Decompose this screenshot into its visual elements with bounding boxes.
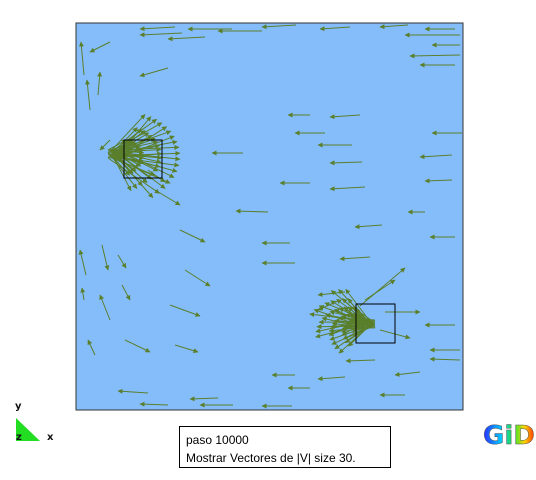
velocity-vector bbox=[424, 178, 453, 184]
velocity-vector bbox=[89, 41, 111, 53]
info-box: paso 10000 Mostrar Vectores de |V| size … bbox=[179, 426, 391, 468]
velocity-vector bbox=[317, 299, 341, 311]
velocity-vector bbox=[109, 153, 130, 176]
velocity-vector bbox=[84, 79, 91, 111]
velocity-vector bbox=[111, 155, 125, 163]
info-step-label: paso 10000 bbox=[186, 433, 249, 447]
velocity-vector bbox=[111, 130, 172, 153]
velocity-vector bbox=[179, 229, 206, 243]
velocity-vector bbox=[379, 24, 409, 30]
velocity-vector bbox=[97, 71, 103, 96]
velocity-vector bbox=[78, 41, 85, 76]
velocity-vector bbox=[139, 67, 169, 78]
info-vector-label: Mostrar Vectores de |V| size 30. bbox=[186, 451, 356, 465]
velocity-vector bbox=[117, 149, 175, 178]
source-region-left bbox=[123, 139, 163, 179]
velocity-vector bbox=[87, 339, 96, 356]
velocity-vector bbox=[184, 269, 211, 287]
velocity-vector bbox=[109, 141, 138, 151]
velocity-vector bbox=[319, 26, 351, 32]
velocity-vector bbox=[329, 114, 361, 120]
velocity-vector bbox=[139, 26, 176, 32]
velocity-vector bbox=[345, 358, 376, 364]
velocity-vector bbox=[139, 401, 169, 407]
velocity-vector bbox=[113, 122, 163, 151]
velocity-vector bbox=[235, 208, 269, 214]
flow-domain bbox=[75, 22, 464, 411]
velocity-vector bbox=[329, 160, 363, 166]
velocity-vector bbox=[124, 339, 151, 353]
velocity-vector bbox=[115, 144, 180, 151]
velocity-vector bbox=[113, 157, 132, 192]
velocity-vector bbox=[356, 307, 366, 327]
velocity-vector bbox=[113, 149, 142, 167]
axis-label-y: y bbox=[15, 401, 22, 412]
gid-logo-icon: GiD bbox=[483, 421, 535, 452]
velocity-vector bbox=[189, 396, 219, 402]
velocity-vector bbox=[364, 279, 396, 301]
velocity-vector bbox=[317, 291, 346, 297]
velocity-vector bbox=[419, 154, 453, 160]
velocity-vector bbox=[409, 53, 461, 59]
velocity-vector bbox=[339, 256, 371, 262]
velocity-vector bbox=[169, 304, 201, 317]
velocity-vector bbox=[174, 344, 199, 354]
velocity-vector-field bbox=[78, 24, 462, 409]
velocity-vector bbox=[345, 288, 376, 329]
gid-logo-text: GiD bbox=[483, 421, 535, 451]
velocity-vector bbox=[342, 298, 374, 329]
velocity-vector bbox=[99, 294, 111, 321]
velocity-vector bbox=[317, 376, 346, 382]
axis-label-z: z bbox=[16, 432, 22, 443]
source-region-right bbox=[355, 303, 396, 344]
velocity-vector bbox=[121, 284, 131, 301]
velocity-vector bbox=[394, 371, 421, 377]
velocity-vector bbox=[109, 114, 146, 153]
velocity-vector bbox=[78, 249, 87, 276]
velocity-vector bbox=[107, 151, 138, 189]
velocity-vector bbox=[313, 308, 368, 329]
velocity-vector bbox=[354, 224, 383, 230]
velocity-vector bbox=[111, 149, 145, 155]
axis-triad-icon bbox=[16, 418, 40, 441]
velocity-vector bbox=[321, 316, 366, 329]
velocity-vector bbox=[117, 388, 149, 394]
velocity-vector bbox=[261, 24, 297, 30]
velocity-vector bbox=[80, 287, 86, 301]
velocity-vector bbox=[139, 32, 183, 38]
velocity-vector bbox=[329, 186, 366, 192]
velocity-vector bbox=[101, 244, 110, 271]
axis-label-x: x bbox=[47, 432, 54, 443]
velocity-vector bbox=[359, 267, 406, 307]
velocity-vector bbox=[117, 254, 127, 269]
velocity-vector bbox=[429, 356, 461, 362]
velocity-vector bbox=[167, 36, 206, 42]
velocity-vector bbox=[331, 327, 370, 345]
velocity-vector bbox=[99, 139, 111, 151]
